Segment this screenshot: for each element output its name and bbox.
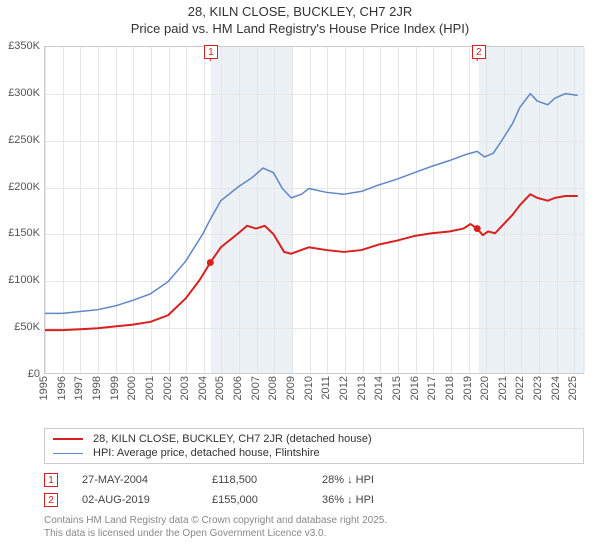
x-axis-tick: 2019	[462, 376, 474, 400]
x-axis-tick: 2021	[497, 376, 509, 400]
x-axis-tick: 1999	[109, 376, 121, 400]
x-axis-tick: 2014	[373, 376, 385, 400]
sale-point	[474, 225, 481, 232]
x-axis-tick: 2010	[303, 376, 315, 400]
sale-price: £118,500	[212, 474, 322, 486]
sale-price: £155,000	[212, 494, 322, 506]
x-axis-tick: 2018	[444, 376, 456, 400]
x-axis-tick: 2007	[250, 376, 262, 400]
x-axis-tick: 2006	[232, 376, 244, 400]
x-axis-tick: 1996	[56, 376, 68, 400]
x-axis-tick: 2012	[338, 376, 350, 400]
series-svg	[45, 47, 583, 373]
x-axis-tick: 1997	[73, 376, 85, 400]
series-line	[45, 94, 578, 314]
y-axis-tick: £350K	[0, 40, 40, 52]
x-axis-tick: 2001	[144, 376, 156, 400]
legend-swatch	[53, 453, 83, 454]
x-axis-tick: 2023	[532, 376, 544, 400]
x-axis-tick: 2025	[567, 376, 579, 400]
footnote-line1: Contains HM Land Registry data © Crown c…	[44, 514, 584, 527]
x-axis-tick: 2017	[426, 376, 438, 400]
sale-point	[207, 259, 214, 266]
x-axis-tick: 2003	[179, 376, 191, 400]
x-axis-tick: 2000	[126, 376, 138, 400]
legend-item: HPI: Average price, detached house, Flin…	[53, 446, 575, 460]
sale-row: 2 02-AUG-2019£155,00036% ↓ HPI	[44, 490, 584, 510]
y-axis-tick: £150K	[0, 227, 40, 239]
legend-swatch	[53, 438, 83, 440]
x-axis-tick: 2005	[214, 376, 226, 400]
chart-title: 28, KILN CLOSE, BUCKLEY, CH7 2JR Price p…	[0, 0, 600, 36]
footnote: Contains HM Land Registry data © Crown c…	[44, 514, 584, 540]
x-axis-tick: 2020	[479, 376, 491, 400]
x-axis-tick: 2008	[267, 376, 279, 400]
x-axis-tick: 2011	[320, 376, 332, 400]
y-axis-tick: £100K	[0, 274, 40, 286]
y-axis-tick: £50K	[0, 321, 40, 333]
y-axis-tick: £200K	[0, 181, 40, 193]
y-axis-tick: £0	[0, 368, 40, 380]
legend-label: HPI: Average price, detached house, Flin…	[93, 447, 320, 459]
title-address: 28, KILN CLOSE, BUCKLEY, CH7 2JR	[0, 4, 600, 19]
x-axis-tick: 2016	[409, 376, 421, 400]
sale-row: 1 27-MAY-2004£118,50028% ↓ HPI	[44, 470, 584, 490]
x-axis-tick: 2004	[197, 376, 209, 400]
flag-marker: 2	[472, 45, 486, 59]
plot-area: 12	[44, 46, 584, 374]
title-subtitle: Price paid vs. HM Land Registry's House …	[0, 21, 600, 36]
legend: 28, KILN CLOSE, BUCKLEY, CH7 2JR (detach…	[44, 428, 584, 464]
y-axis-tick: £300K	[0, 87, 40, 99]
x-axis-tick: 1995	[38, 376, 50, 400]
x-axis-tick: 1998	[91, 376, 103, 400]
x-axis-tick: 2015	[391, 376, 403, 400]
sale-date: 02-AUG-2019	[82, 494, 212, 506]
footnote-line2: This data is licensed under the Open Gov…	[44, 527, 584, 540]
x-axis-tick: 2013	[356, 376, 368, 400]
sale-index-box: 1	[44, 473, 58, 487]
sales-table: 1 27-MAY-2004£118,50028% ↓ HPI 2 02-AUG-201…	[44, 470, 584, 510]
flag-marker: 1	[204, 45, 218, 59]
legend-item: 28, KILN CLOSE, BUCKLEY, CH7 2JR (detach…	[53, 432, 575, 446]
x-axis-tick: 2002	[162, 376, 174, 400]
sale-date: 27-MAY-2004	[82, 474, 212, 486]
chart-container: 12 £0£50K£100K£150K£200K£250K£300K£350K1…	[0, 36, 600, 426]
sale-index-box: 2	[44, 493, 58, 507]
legend-label: 28, KILN CLOSE, BUCKLEY, CH7 2JR (detach…	[93, 433, 372, 445]
sale-delta: 36% ↓ HPI	[322, 494, 442, 506]
x-axis-tick: 2024	[550, 376, 562, 400]
x-axis-tick: 2009	[285, 376, 297, 400]
y-axis-tick: £250K	[0, 134, 40, 146]
series-line	[45, 194, 578, 330]
x-axis-tick: 2022	[514, 376, 526, 400]
sale-delta: 28% ↓ HPI	[322, 474, 442, 486]
